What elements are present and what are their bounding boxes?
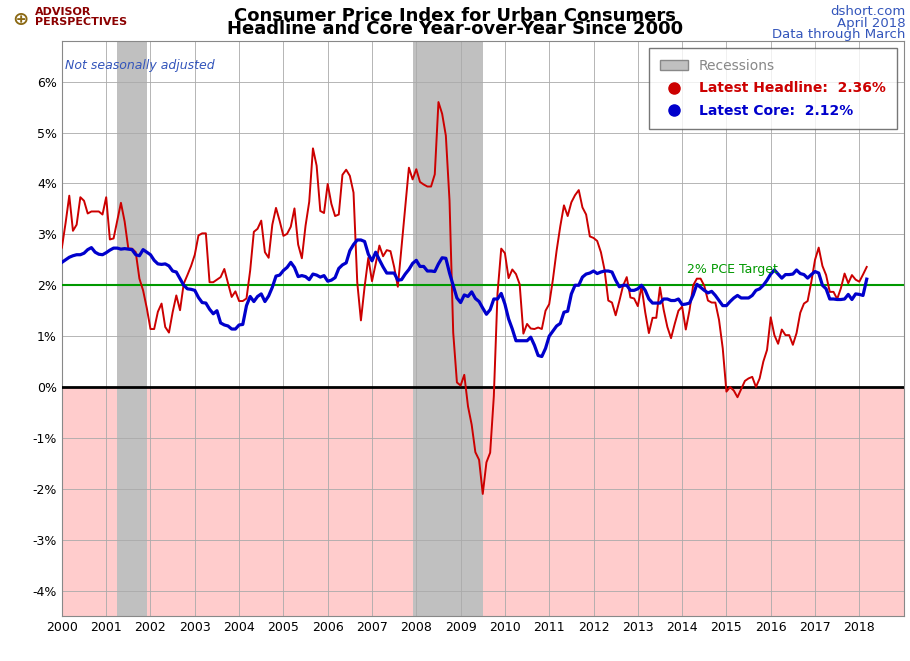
Text: ADVISOR: ADVISOR	[35, 7, 91, 17]
Text: Headline and Core Year-over-Year Since 2000: Headline and Core Year-over-Year Since 2…	[227, 20, 683, 38]
Legend: Recessions, Latest Headline:  2.36%, Latest Core:  2.12%: Recessions, Latest Headline: 2.36%, Late…	[649, 48, 896, 129]
Text: April 2018: April 2018	[837, 17, 905, 30]
Bar	[412, 41, 483, 616]
Text: PERSPECTIVES: PERSPECTIVES	[35, 17, 126, 26]
Text: Data through March: Data through March	[772, 28, 905, 41]
Bar	[62, 41, 904, 387]
Text: Not seasonally adjusted: Not seasonally adjusted	[66, 59, 215, 72]
Bar	[62, 387, 904, 616]
Text: Consumer Price Index for Urban Consumers: Consumer Price Index for Urban Consumers	[234, 7, 676, 24]
Text: 2% PCE Target: 2% PCE Target	[686, 263, 777, 276]
Bar	[117, 41, 147, 616]
Text: ⊕: ⊕	[12, 10, 28, 29]
Text: dshort.com: dshort.com	[830, 5, 905, 19]
